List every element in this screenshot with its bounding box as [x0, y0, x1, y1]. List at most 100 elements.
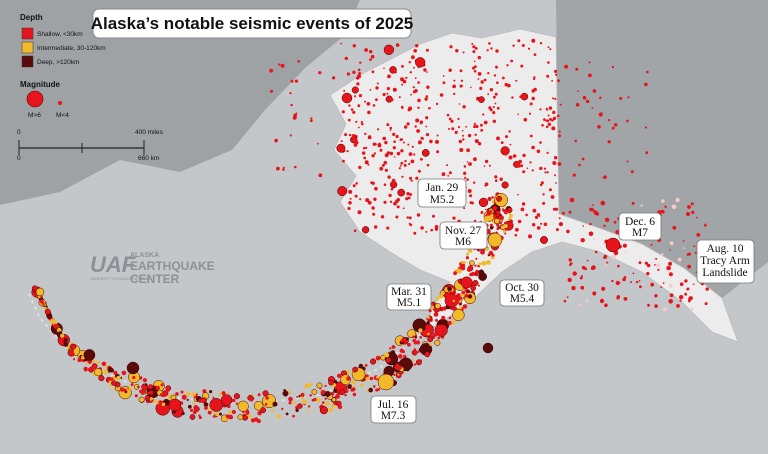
- event-dot: [694, 251, 697, 254]
- event-dot: [352, 44, 356, 48]
- event-dot: [581, 157, 585, 161]
- event-dot: [432, 214, 435, 218]
- event-dot: [509, 143, 512, 146]
- event-dot: [666, 265, 671, 271]
- event-dot: [377, 373, 395, 391]
- event-dot: [467, 189, 472, 193]
- event-dot: [451, 320, 456, 325]
- event-dot: [294, 79, 298, 83]
- event-dot: [499, 177, 503, 181]
- event-dot: [375, 388, 379, 392]
- event-dot: [505, 229, 507, 231]
- event-dot: [380, 215, 385, 219]
- event-dot: [578, 303, 581, 307]
- event-dot: [672, 225, 677, 230]
- event-dot: [398, 96, 401, 99]
- event-dot: [691, 210, 695, 214]
- event-dot: [536, 226, 541, 230]
- event-dot: [324, 384, 327, 388]
- event-dot: [373, 152, 376, 155]
- event-dot: [599, 96, 602, 100]
- event-dot: [442, 81, 446, 85]
- event-dot: [415, 359, 422, 366]
- event-dot: [624, 250, 627, 253]
- event-dot: [472, 45, 476, 49]
- event-dot: [296, 396, 299, 398]
- event-dot: [352, 110, 356, 114]
- event-dot: [675, 197, 680, 203]
- event-dot: [381, 163, 385, 167]
- event-dot: [466, 148, 470, 153]
- event-dot: [495, 211, 498, 214]
- callout-text: Tracy Arm: [700, 255, 750, 267]
- event-dot: [603, 242, 606, 245]
- event-dot: [643, 283, 646, 285]
- event-dot: [310, 117, 313, 120]
- event-dot: [475, 124, 479, 129]
- event-dot: [138, 396, 145, 403]
- event-dot: [405, 76, 408, 79]
- event-dot: [575, 103, 580, 107]
- event-dot: [572, 271, 577, 276]
- event-dot: [416, 129, 420, 133]
- event-dot: [262, 390, 269, 397]
- event-dot: [607, 140, 611, 144]
- event-dot: [134, 394, 138, 398]
- event-dot: [339, 389, 346, 396]
- event-dot: [192, 410, 197, 415]
- event-dot: [452, 84, 456, 89]
- event-dot: [175, 392, 179, 396]
- event-dot: [662, 307, 668, 312]
- event-dot: [546, 171, 549, 174]
- event-dot: [526, 167, 529, 169]
- event-dot: [619, 96, 623, 100]
- event-dot: [353, 143, 358, 147]
- event-dot: [407, 342, 411, 347]
- event-dot: [495, 65, 498, 69]
- event-dot: [158, 400, 163, 405]
- event-dot: [488, 42, 491, 45]
- event-dot: [355, 120, 358, 123]
- event-dot: [352, 70, 356, 75]
- event-dot: [512, 44, 515, 47]
- event-dot: [447, 320, 452, 326]
- event-dot: [606, 261, 609, 264]
- event-dot: [455, 49, 459, 53]
- event-dot: [63, 338, 68, 342]
- event-dot: [417, 81, 420, 84]
- event-dot: [588, 73, 592, 78]
- event-dot: [70, 352, 73, 355]
- event-dot: [399, 164, 402, 167]
- event-dot: [374, 143, 377, 146]
- event-dot: [344, 56, 348, 61]
- event-dot: [388, 193, 392, 198]
- event-dot: [419, 336, 423, 339]
- event-dot: [335, 385, 340, 390]
- event-dot: [426, 85, 430, 89]
- event-dot: [654, 294, 658, 298]
- event-dot: [453, 271, 457, 276]
- event-dot: [293, 401, 297, 405]
- event-dot: [603, 254, 608, 259]
- event-dot: [568, 210, 572, 214]
- event-dot: [473, 122, 476, 125]
- event-dot: [482, 342, 494, 354]
- event-dot: [357, 104, 361, 108]
- event-dot: [193, 405, 199, 410]
- event-dot: [502, 76, 505, 80]
- event-dot: [593, 238, 595, 240]
- event-dot: [376, 82, 379, 85]
- event-dot: [264, 402, 268, 406]
- event-dot: [499, 221, 503, 224]
- event-dot: [304, 383, 310, 389]
- event-dot: [253, 401, 264, 411]
- event-dot: [550, 195, 555, 199]
- event-dot: [458, 139, 462, 144]
- event-dot: [588, 61, 591, 64]
- event-dot: [693, 245, 696, 248]
- event-dot: [400, 77, 405, 82]
- event-dot: [458, 306, 462, 310]
- event-dot: [558, 130, 561, 133]
- event-dot: [186, 391, 191, 397]
- event-dot: [496, 223, 500, 227]
